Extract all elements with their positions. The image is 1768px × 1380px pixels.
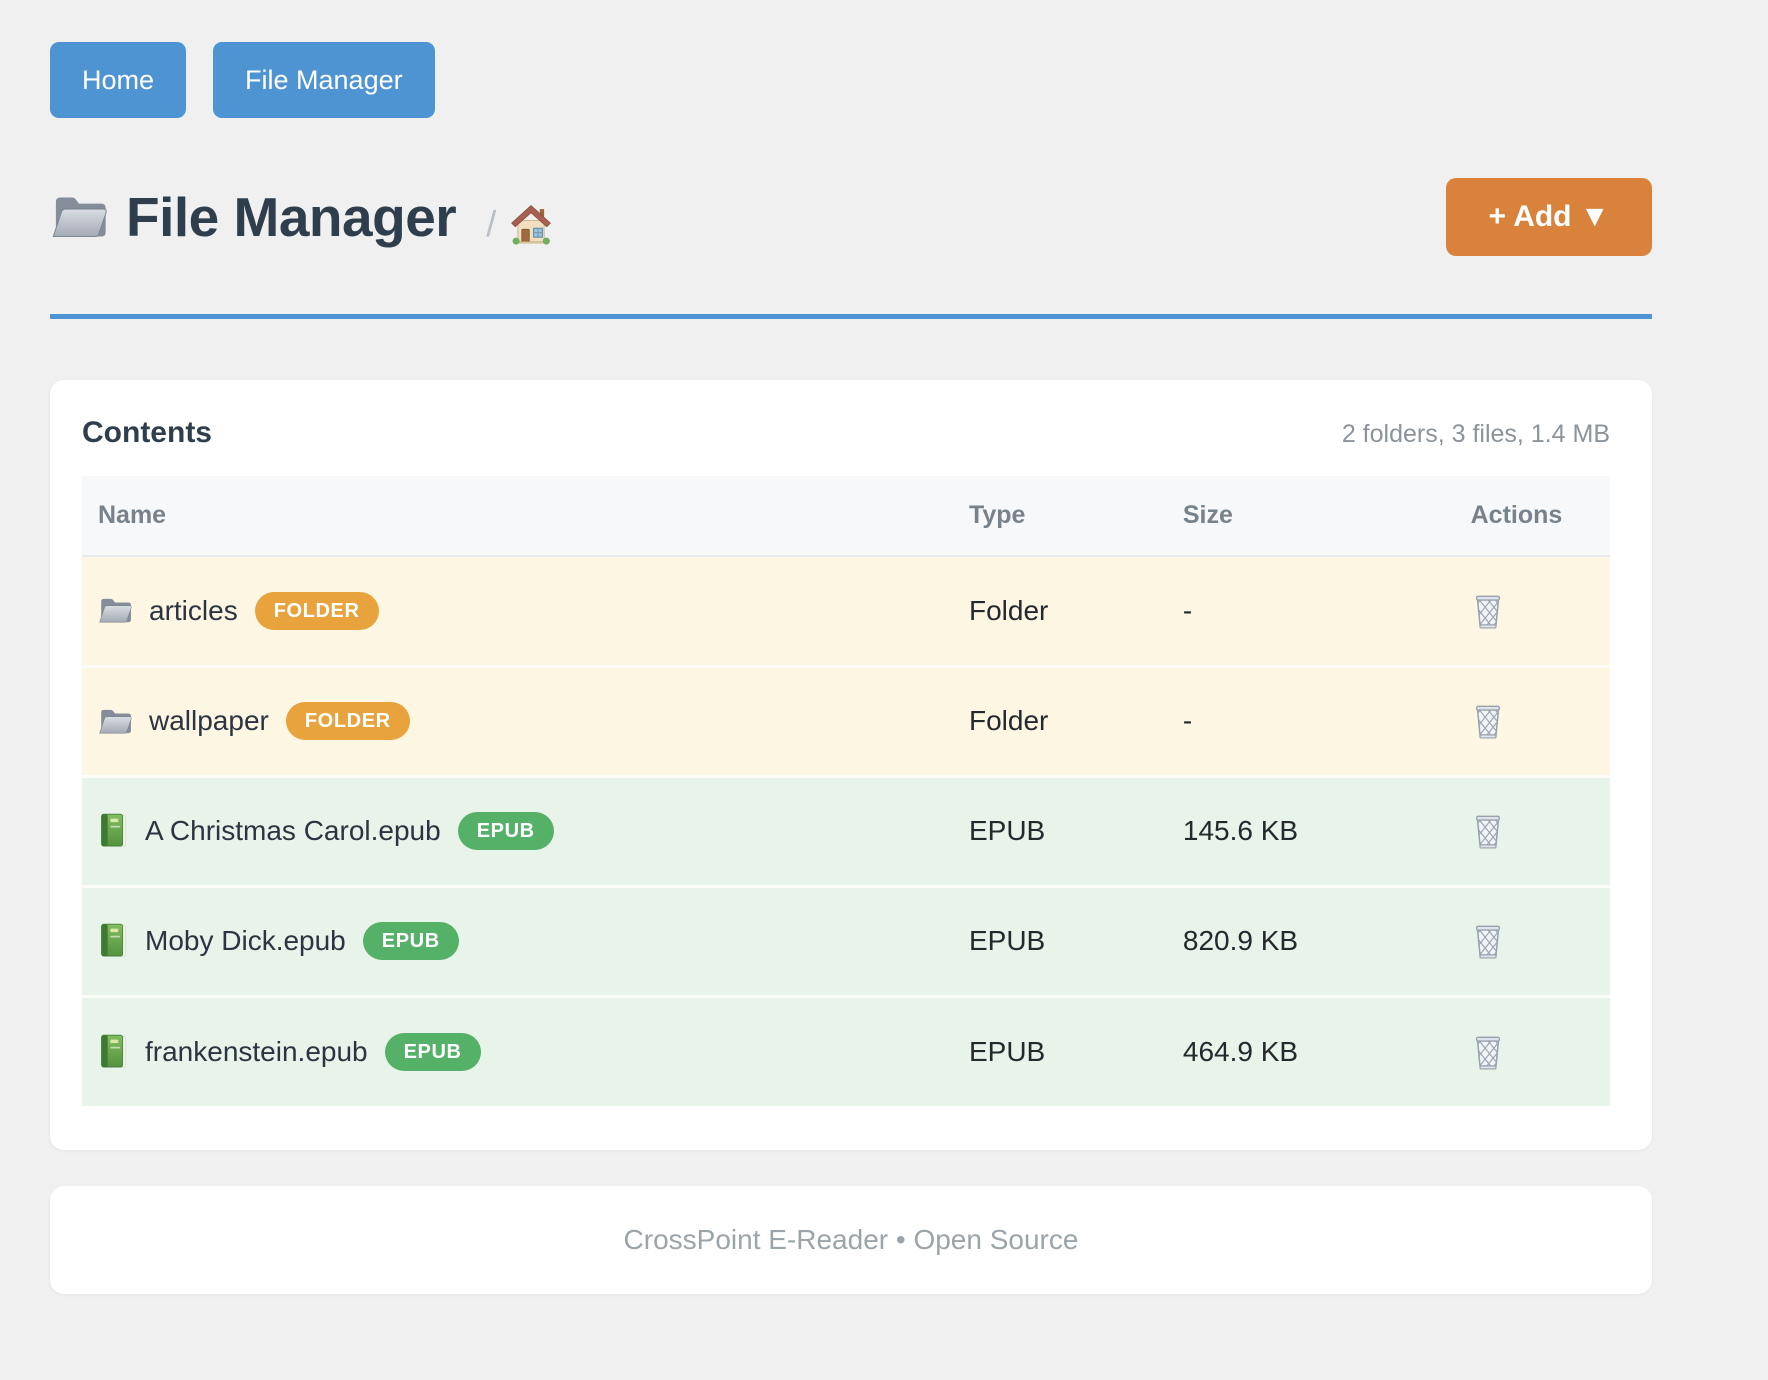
folder-icon bbox=[98, 596, 132, 625]
table-row: wallpaper FOLDER Folder - bbox=[82, 666, 1610, 776]
footer-text: CrossPoint E-Reader • Open Source bbox=[623, 1224, 1079, 1255]
column-header-actions: Actions bbox=[1426, 476, 1610, 557]
page: Home File Manager File Manager / + Add ▼… bbox=[50, 0, 1652, 1294]
breadcrumb: / bbox=[486, 203, 552, 245]
item-name[interactable]: A Christmas Carol.epub bbox=[145, 815, 441, 846]
trash-icon bbox=[1471, 1033, 1505, 1071]
type-badge: FOLDER bbox=[285, 702, 410, 740]
contents-card-header: Contents 2 folders, 3 files, 1.4 MB bbox=[82, 416, 1610, 450]
trash-icon bbox=[1471, 812, 1505, 850]
add-button[interactable]: + Add ▼ bbox=[1446, 178, 1652, 256]
item-type: EPUB bbox=[968, 1035, 1046, 1067]
files-table: Name Type Size Actions articles FOLDER bbox=[82, 476, 1610, 1106]
folder-icon bbox=[98, 707, 132, 736]
table-row: A Christmas Carol.epub EPUB EPUB 145.6 K… bbox=[82, 776, 1610, 886]
column-header-size: Size bbox=[1166, 476, 1427, 557]
item-type: EPUB bbox=[968, 815, 1046, 846]
green-book-icon bbox=[98, 813, 128, 849]
delete-button[interactable] bbox=[1471, 1033, 1505, 1071]
home-nav-button[interactable]: Home bbox=[50, 42, 187, 118]
item-name[interactable]: frankenstein.epub bbox=[145, 1035, 368, 1067]
type-badge: EPUB bbox=[384, 1032, 481, 1071]
contents-title: Contents bbox=[82, 416, 212, 449]
item-name[interactable]: wallpaper bbox=[149, 705, 269, 736]
file-manager-nav-button[interactable]: File Manager bbox=[213, 42, 435, 118]
trash-icon bbox=[1471, 592, 1505, 630]
green-book-icon bbox=[98, 923, 128, 959]
contents-summary: 2 folders, 3 files, 1.4 MB bbox=[1341, 420, 1610, 448]
item-size: - bbox=[1182, 594, 1193, 626]
type-badge: EPUB bbox=[457, 812, 554, 850]
table-header-row: Name Type Size Actions bbox=[82, 476, 1610, 557]
item-name[interactable]: Moby Dick.epub bbox=[145, 925, 346, 956]
trash-icon bbox=[1471, 922, 1505, 960]
column-header-type: Type bbox=[952, 476, 1167, 557]
item-name[interactable]: articles bbox=[149, 594, 238, 626]
item-size: 145.6 KB bbox=[1182, 815, 1299, 846]
item-size: - bbox=[1182, 705, 1193, 736]
delete-button[interactable] bbox=[1471, 812, 1505, 850]
item-size: 464.9 KB bbox=[1182, 1035, 1299, 1067]
item-type: Folder bbox=[968, 594, 1049, 626]
delete-button[interactable] bbox=[1471, 592, 1505, 630]
home-icon[interactable] bbox=[510, 203, 552, 245]
item-type: EPUB bbox=[968, 925, 1046, 956]
contents-card: Contents 2 folders, 3 files, 1.4 MB Name… bbox=[50, 380, 1652, 1150]
delete-button[interactable] bbox=[1471, 702, 1505, 740]
table-row: articles FOLDER Folder - bbox=[82, 556, 1610, 666]
top-nav: Home File Manager bbox=[50, 42, 1652, 118]
type-badge: FOLDER bbox=[254, 591, 379, 630]
type-badge: EPUB bbox=[362, 922, 459, 960]
table-row: Moby Dick.epub EPUB EPUB 820.9 KB bbox=[82, 886, 1610, 996]
table-row: frankenstein.epub EPUB EPUB 464.9 KB bbox=[82, 996, 1610, 1106]
column-header-name: Name bbox=[82, 476, 953, 557]
item-size: 820.9 KB bbox=[1182, 925, 1299, 956]
header-divider bbox=[50, 314, 1652, 319]
folder-icon bbox=[50, 193, 108, 241]
green-book-icon bbox=[98, 1034, 128, 1070]
page-title: File Manager bbox=[126, 186, 457, 248]
breadcrumb-separator: / bbox=[486, 203, 497, 244]
trash-icon bbox=[1471, 702, 1505, 740]
item-type: Folder bbox=[968, 705, 1049, 736]
page-header: File Manager / + Add ▼ bbox=[50, 178, 1652, 256]
footer: CrossPoint E-Reader • Open Source bbox=[50, 1186, 1652, 1294]
delete-button[interactable] bbox=[1471, 922, 1505, 960]
